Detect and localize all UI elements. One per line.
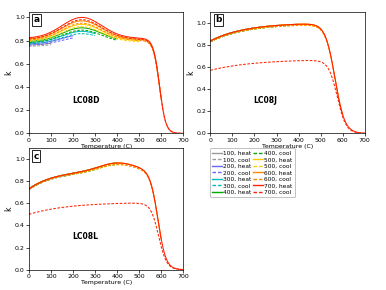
Text: LC08D: LC08D [72, 96, 100, 105]
Text: LC08L: LC08L [72, 232, 98, 241]
Y-axis label: k: k [186, 70, 195, 75]
X-axis label: Temperature (C): Temperature (C) [262, 144, 313, 149]
Text: LC08J: LC08J [254, 96, 278, 105]
Text: b: b [215, 15, 222, 24]
Y-axis label: k: k [5, 70, 14, 75]
Legend: 100, heat, 100, cool, 200, heat, 200, cool, 300, heat, 300, cool, 400, heat, 400: 100, heat, 100, cool, 200, heat, 200, co… [210, 148, 295, 197]
X-axis label: Temperature (C): Temperature (C) [81, 280, 132, 285]
Y-axis label: k: k [5, 206, 14, 211]
Text: a: a [34, 15, 40, 24]
X-axis label: Temperature (C): Temperature (C) [81, 144, 132, 149]
Text: c: c [34, 152, 39, 161]
